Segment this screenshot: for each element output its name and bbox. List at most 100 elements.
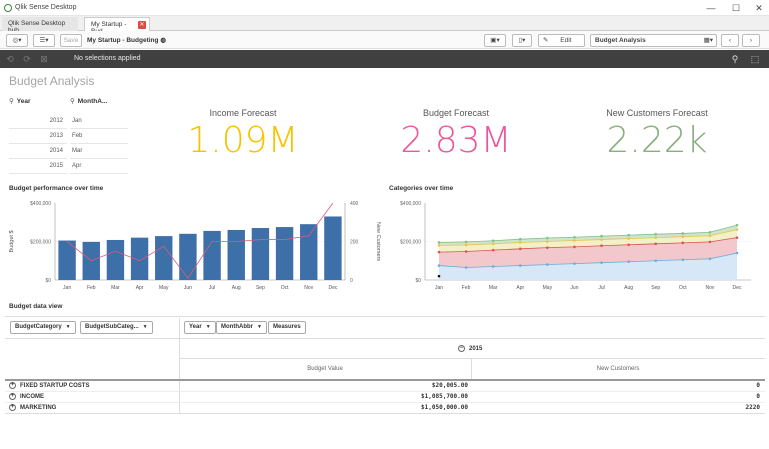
story-button[interactable]: ▣▾ xyxy=(484,34,506,47)
year-header[interactable]: −2015 xyxy=(458,345,482,352)
tab-app[interactable]: My Startup - Bud... ✕ xyxy=(84,17,150,35)
close-window-button[interactable]: ✕ xyxy=(755,3,763,13)
data-point xyxy=(491,239,495,243)
series-line-budget xyxy=(438,237,738,253)
data-point xyxy=(491,248,495,252)
x-tick-label: Apr xyxy=(136,285,144,291)
device-icon: ▯▾ xyxy=(518,37,526,44)
close-tab-icon[interactable]: ✕ xyxy=(138,21,146,29)
search-icon: ⚲ xyxy=(9,98,14,105)
table-header-divider xyxy=(5,379,765,381)
data-point xyxy=(654,259,658,263)
tab-strip: Qlik Sense Desktop hub My Startup - Bud.… xyxy=(0,16,769,35)
bar xyxy=(227,229,245,280)
filter-item[interactable]: 2012 xyxy=(9,114,67,129)
year-filter[interactable]: ⚲ Year 2012 2013 2014 2015 xyxy=(9,97,67,174)
budget-performance-chart[interactable]: Budget $ New Customers $400,000 $200,000 $0 4… xyxy=(5,195,385,295)
table-cell-budget: $20,005.00 xyxy=(431,382,468,389)
pencil-icon: ✎ xyxy=(543,37,549,44)
bar xyxy=(179,233,197,280)
data-point xyxy=(654,236,658,239)
tab-hub[interactable]: Qlik Sense Desktop hub xyxy=(2,17,78,34)
kpi-new-customers-forecast[interactable]: New Customers Forecast 2.22k xyxy=(572,108,742,161)
kpi-income-forecast[interactable]: Income Forecast 1.09M xyxy=(158,108,328,161)
col-dim-measures[interactable]: Measures xyxy=(268,321,306,334)
sheet-selector[interactable]: Budget Analysis ▦▾ xyxy=(590,34,717,47)
filter-item[interactable]: Feb xyxy=(70,129,128,144)
col-dim-year[interactable]: Year ▼ xyxy=(184,321,216,334)
filter-item[interactable]: 2014 xyxy=(9,144,67,159)
x-tick-label: Sep xyxy=(651,285,660,291)
data-point xyxy=(437,264,441,267)
table-row-label[interactable]: + MARKETING xyxy=(9,404,56,411)
categories-over-time-chart[interactable]: $400,000 $200,000 $0 Jan Feb Mar Apr May Jun Jul A… xyxy=(389,195,764,295)
x-tick-label: Jul xyxy=(209,285,215,291)
device-button[interactable]: ▯▾ xyxy=(512,34,532,47)
row-dim-budget-category[interactable]: BudgetCategory ▼ xyxy=(10,321,76,334)
data-point xyxy=(546,240,549,243)
month-filter-header[interactable]: ⚲ MonthA... xyxy=(70,97,128,107)
area-income xyxy=(439,253,737,280)
previous-sheet-button[interactable]: ‹ xyxy=(721,34,739,47)
col-dim-monthabbr[interactable]: MonthAbbr ▼ xyxy=(216,321,267,334)
data-point xyxy=(600,238,603,241)
window-title: Qlik Sense Desktop xyxy=(15,4,77,11)
clear-all-icon[interactable]: ⊠ xyxy=(40,54,48,64)
month-filter[interactable]: ⚲ MonthA... Jan Feb Mar Apr xyxy=(70,97,128,174)
data-point-marker xyxy=(437,274,441,278)
col-header-new-customers[interactable]: New Customers xyxy=(596,366,640,372)
plus-icon: + xyxy=(9,404,16,411)
col-header-budget-value[interactable]: Budget Value xyxy=(307,366,343,372)
data-point xyxy=(573,262,576,265)
table-row-label[interactable]: + FIXED STARTUP COSTS xyxy=(9,382,89,389)
bar xyxy=(251,228,270,280)
caret-down-icon: ▼ xyxy=(65,324,71,330)
plus-icon: + xyxy=(9,382,16,389)
filter-item[interactable]: Apr xyxy=(70,159,128,174)
data-point xyxy=(573,245,576,249)
table-cell-budget: $1,085,700.00 xyxy=(421,393,468,400)
kpi-label: Income Forecast xyxy=(209,108,277,118)
caret-down-icon: ▼ xyxy=(142,324,148,330)
plus-icon: + xyxy=(9,393,16,400)
data-point xyxy=(546,236,549,240)
maximize-button[interactable]: ☐ xyxy=(731,3,741,13)
search-icon[interactable]: ⚲ xyxy=(731,54,739,64)
no-selections-text: No selections applied xyxy=(74,55,141,62)
sheet-selector-label: Budget Analysis xyxy=(595,37,646,44)
data-point xyxy=(546,263,549,266)
x-tick-label: May xyxy=(159,285,169,291)
selections-tool-icon[interactable]: ⬚ xyxy=(750,54,760,64)
presentation-icon: ▣▾ xyxy=(490,37,500,44)
x-tick-label: Aug xyxy=(624,285,633,291)
navigation-menu-button[interactable]: ◎▾ xyxy=(6,34,28,47)
y2-tick-label: 400 xyxy=(350,201,359,207)
selections-bar: ⟲ ⟳ ⊠ No selections applied ⚲ ⬚ xyxy=(0,50,769,68)
filter-item[interactable]: 2015 xyxy=(9,159,67,174)
kpi-label: New Customers Forecast xyxy=(606,108,708,118)
data-point xyxy=(708,240,712,244)
kpi-budget-forecast[interactable]: Budget Forecast 2.83M xyxy=(371,108,541,161)
filter-item[interactable]: Mar xyxy=(70,144,128,159)
table-divider xyxy=(5,338,765,339)
step-forward-icon[interactable]: ⟳ xyxy=(23,54,31,64)
table-divider-vertical xyxy=(179,318,180,413)
year-filter-header[interactable]: ⚲ Year xyxy=(9,97,67,107)
minimize-button[interactable]: — xyxy=(706,3,716,13)
next-sheet-button[interactable]: › xyxy=(742,34,760,47)
filter-item[interactable]: Jan xyxy=(70,114,128,129)
global-menu-button[interactable]: ☰▾ xyxy=(33,34,55,47)
table-row-label[interactable]: + INCOME xyxy=(9,393,44,400)
caret-down-icon: ▼ xyxy=(257,324,262,330)
data-point xyxy=(600,244,603,248)
edit-button[interactable]: ✎ Edit xyxy=(538,34,585,47)
data-point xyxy=(464,266,468,269)
step-back-icon[interactable]: ⟲ xyxy=(6,54,14,64)
row-dim-budget-subcategory[interactable]: BudgetSubCateg... ▼ xyxy=(80,321,153,334)
x-tick-label: Oct xyxy=(679,285,687,291)
filter-item[interactable]: 2013 xyxy=(9,129,67,144)
col-dim-measures-label: Measures xyxy=(273,324,301,330)
table-cell-budget: $1,050,000.00 xyxy=(421,404,468,411)
data-point xyxy=(518,247,522,251)
save-button[interactable]: Save xyxy=(60,34,82,47)
